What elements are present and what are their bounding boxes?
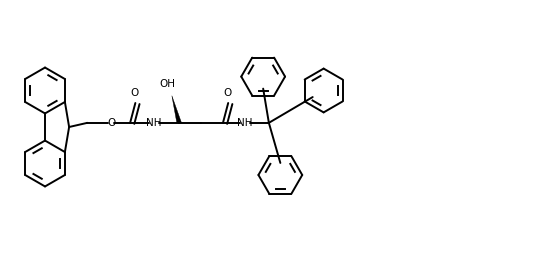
- Text: NH: NH: [146, 118, 161, 128]
- Polygon shape: [172, 96, 182, 123]
- Text: O: O: [107, 118, 115, 128]
- Text: OH: OH: [160, 80, 176, 89]
- Text: O: O: [131, 88, 139, 98]
- Text: O: O: [223, 88, 232, 98]
- Text: NH: NH: [237, 118, 252, 128]
